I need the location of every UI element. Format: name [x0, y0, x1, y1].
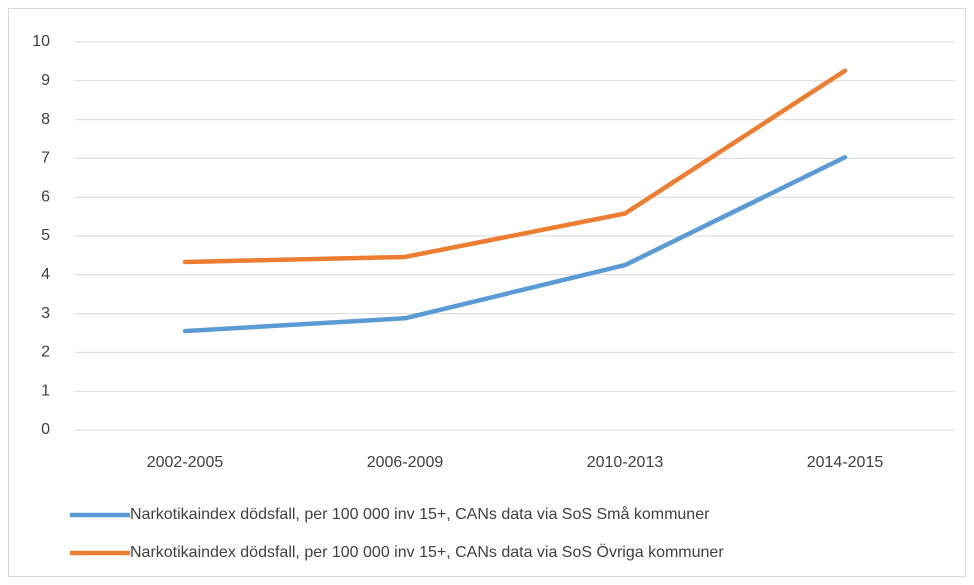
y-tick-label: 5 [41, 227, 50, 244]
legend-label: Narkotikaindex dödsfall, per 100 000 inv… [130, 505, 710, 523]
y-tick-label: 7 [41, 150, 50, 167]
legend-label: Narkotikaindex dödsfall, per 100 000 inv… [130, 543, 724, 561]
x-tick-label: 2014-2015 [807, 454, 884, 471]
y-tick-label: 1 [41, 382, 50, 399]
chart-border [8, 8, 966, 577]
x-tick-label: 2002-2005 [147, 454, 224, 471]
y-tick-label: 3 [41, 305, 50, 322]
y-tick-label: 4 [41, 266, 50, 283]
y-tick-label: 10 [32, 33, 50, 50]
y-tick-label: 9 [41, 72, 50, 89]
y-tick-label: 2 [41, 344, 50, 361]
y-tick-label: 8 [41, 111, 50, 128]
y-tick-label: 6 [41, 188, 50, 205]
data-line [182, 154, 848, 334]
data-line [182, 68, 848, 265]
x-tick-label: 2010-2013 [587, 454, 664, 471]
y-tick-label: 0 [41, 421, 50, 438]
x-tick-label: 2006-2009 [367, 454, 444, 471]
